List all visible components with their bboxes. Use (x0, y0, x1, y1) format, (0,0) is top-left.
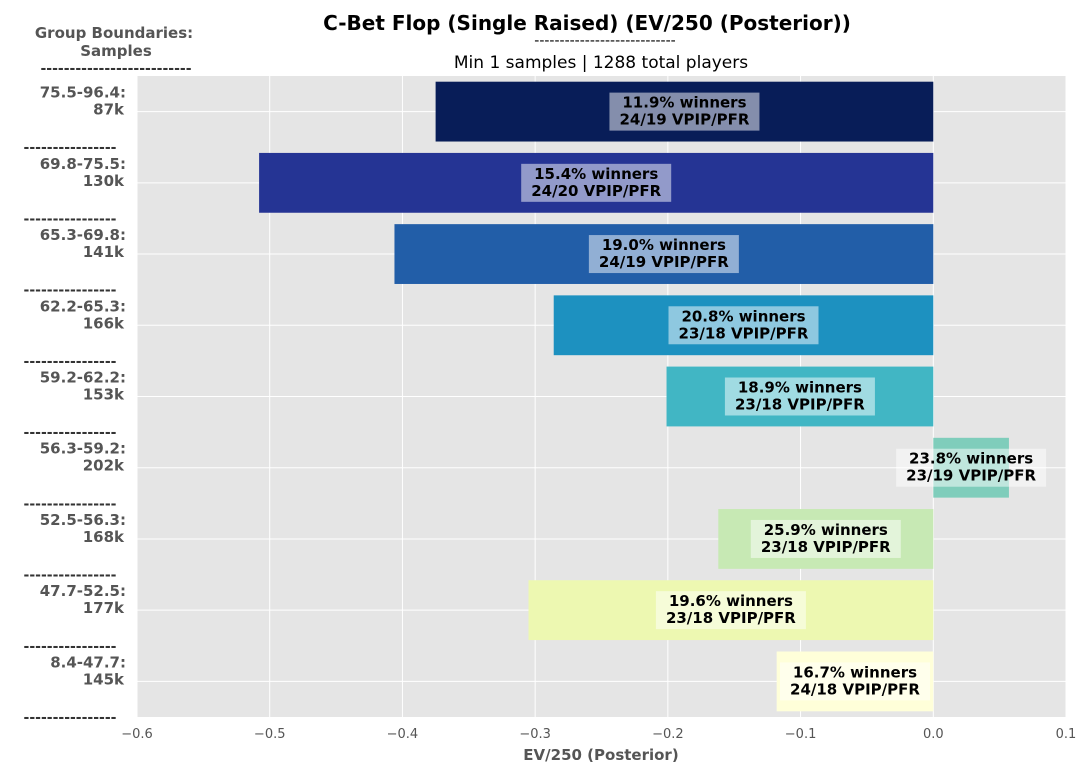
y-tick-separator: ---------------- (24, 568, 117, 584)
bar-vpip-label: 24/18 VPIP/PFR (790, 680, 920, 698)
chart-title: C-Bet Flop (Single Raised) (EV/250 (Post… (323, 11, 851, 35)
group-header-underline: -------------------------- (40, 61, 191, 77)
bar-vpip-label: 23/19 VPIP/PFR (906, 467, 1036, 485)
bar-winners-label: 16.7% winners (793, 663, 917, 681)
y-tick-range: 8.4-47.7: (50, 653, 126, 671)
bar-winners-label: 20.8% winners (681, 307, 805, 325)
y-tick-separator: ---------------- (24, 211, 117, 227)
y-tick-range: 75.5-96.4: (40, 84, 126, 102)
y-tick-samples: 145k (83, 670, 125, 688)
y-tick-range: 47.7-52.5: (40, 582, 126, 600)
y-tick-samples: 130k (83, 172, 125, 190)
x-tick-label: −0.1 (785, 727, 817, 742)
x-tick-label: 0.1 (1056, 727, 1077, 742)
bar-vpip-label: 23/18 VPIP/PFR (761, 538, 891, 556)
bar-vpip-label: 23/18 VPIP/PFR (735, 396, 865, 414)
bar-label-box (724, 377, 875, 416)
x-tick-labels: −0.6 −0.5 −0.4 −0.3 −0.2 −0.1 0.0 0.1 (121, 727, 1076, 742)
x-tick-label: −0.3 (519, 727, 551, 742)
x-tick-label: −0.2 (652, 727, 684, 742)
bar-label-box (896, 448, 1047, 487)
chart-subtitle: Min 1 samples | 1288 total players (454, 53, 748, 73)
y-tick-samples: 177k (83, 599, 125, 617)
x-tick-label: 0.0 (923, 727, 944, 742)
bar-winners-label: 15.4% winners (534, 165, 658, 183)
group-header-line1: Group Boundaries: (35, 24, 193, 42)
bar-winners-label: 19.6% winners (669, 592, 793, 610)
bar-label-box (779, 662, 930, 701)
bar-label-box (588, 235, 739, 274)
y-tick-range: 59.2-62.2: (40, 369, 126, 387)
bar-label-box (750, 519, 901, 558)
y-tick-samples: 166k (83, 314, 125, 332)
bar-winners-label: 18.9% winners (738, 379, 862, 397)
y-tick-range: 65.3-69.8: (40, 226, 126, 244)
bar-vpip-label: 24/19 VPIP/PFR (619, 111, 749, 129)
x-axis-label: EV/250 (Posterior) (523, 746, 678, 764)
y-tick-samples: 87k (93, 101, 125, 119)
x-tick-label: −0.6 (121, 727, 153, 742)
y-tick-separator: ---------------- (24, 710, 117, 726)
y-tick-range: 69.8-75.5: (40, 155, 126, 173)
y-tick-samples: 168k (83, 528, 125, 546)
y-tick-range: 52.5-56.3: (40, 511, 126, 529)
bar-label-box (655, 591, 806, 630)
y-tick-separator: ---------------- (24, 140, 117, 156)
y-tick-separator: ---------------- (24, 283, 117, 299)
y-tick-separator: ---------------- (24, 354, 117, 370)
y-tick-range: 62.2-65.3: (40, 297, 126, 315)
bar-vpip-label: 24/20 VPIP/PFR (531, 182, 661, 200)
y-tick-separator: ---------------- (24, 425, 117, 441)
bar-vpip-label: 23/18 VPIP/PFR (679, 324, 809, 342)
group-header-line2: Samples (80, 42, 152, 60)
y-tick-labels: 75.5-96.4:87k----------------69.8-75.5:1… (24, 84, 126, 726)
bar-label-box (521, 163, 672, 202)
y-tick-separator: ---------------- (24, 496, 117, 512)
title-underline: ---------------------------- (534, 33, 675, 49)
bar-label-box (609, 92, 760, 131)
y-tick-separator: ---------------- (24, 639, 117, 655)
bar-winners-label: 25.9% winners (764, 521, 888, 539)
y-tick-samples: 202k (83, 457, 125, 475)
bar-vpip-label: 24/19 VPIP/PFR (599, 253, 729, 271)
y-tick-samples: 153k (83, 386, 125, 404)
x-tick-label: −0.4 (387, 727, 419, 742)
bar-winners-label: 19.0% winners (602, 236, 726, 254)
bar-vpip-label: 23/18 VPIP/PFR (666, 609, 796, 627)
bar-winners-label: 23.8% winners (909, 450, 1033, 468)
bar-label-box (668, 306, 819, 345)
x-tick-label: −0.5 (254, 727, 286, 742)
bar-winners-label: 11.9% winners (622, 94, 746, 112)
y-tick-range: 56.3-59.2: (40, 440, 126, 458)
y-tick-samples: 141k (83, 243, 125, 261)
